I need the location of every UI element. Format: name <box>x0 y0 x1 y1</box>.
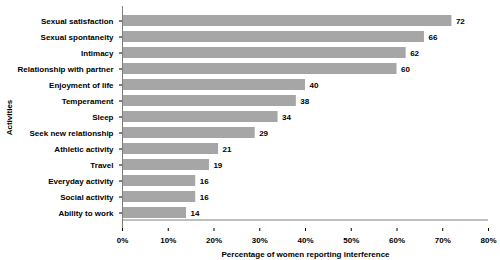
svg-text:30%: 30% <box>252 236 268 245</box>
svg-text:38: 38 <box>300 97 309 106</box>
svg-text:Sexual spontaneity: Sexual spontaneity <box>41 33 114 42</box>
svg-text:Intimacy: Intimacy <box>81 49 114 58</box>
svg-text:21: 21 <box>223 145 232 154</box>
svg-text:Travel: Travel <box>90 161 113 170</box>
svg-text:60%: 60% <box>389 236 405 245</box>
svg-text:20%: 20% <box>206 236 222 245</box>
svg-text:40%: 40% <box>297 236 313 245</box>
svg-text:Seek new relationship: Seek new relationship <box>29 129 113 138</box>
svg-text:Athletic activity: Athletic activity <box>54 145 114 154</box>
svg-text:Ability to work: Ability to work <box>58 209 114 218</box>
svg-text:10%: 10% <box>160 236 176 245</box>
svg-text:Activities: Activities <box>5 99 14 135</box>
svg-text:62: 62 <box>410 49 419 58</box>
svg-text:Social activity: Social activity <box>60 193 114 202</box>
svg-text:14: 14 <box>191 209 200 218</box>
svg-text:66: 66 <box>428 33 437 42</box>
svg-text:72: 72 <box>456 17 465 26</box>
svg-text:0%: 0% <box>117 236 129 245</box>
svg-text:40: 40 <box>310 81 319 90</box>
svg-text:Everyday activity: Everyday activity <box>48 177 114 186</box>
svg-text:Enjoyment of life: Enjoyment of life <box>49 81 114 90</box>
svg-text:Sexual satisfaction: Sexual satisfaction <box>41 17 114 26</box>
svg-text:19: 19 <box>213 161 222 170</box>
svg-text:16: 16 <box>200 177 209 186</box>
svg-text:60: 60 <box>401 65 410 74</box>
svg-text:34: 34 <box>282 113 291 122</box>
svg-text:Temperament: Temperament <box>62 97 114 106</box>
svg-text:Relationship with partner: Relationship with partner <box>17 65 113 74</box>
svg-text:29: 29 <box>259 129 268 138</box>
svg-text:70%: 70% <box>435 236 451 245</box>
svg-text:Sleep: Sleep <box>92 113 113 122</box>
svg-text:Percentage of women reporting: Percentage of women reporting interferen… <box>221 250 390 259</box>
svg-text:80%: 80% <box>480 236 496 245</box>
svg-text:50%: 50% <box>343 236 359 245</box>
svg-text:16: 16 <box>200 193 209 202</box>
